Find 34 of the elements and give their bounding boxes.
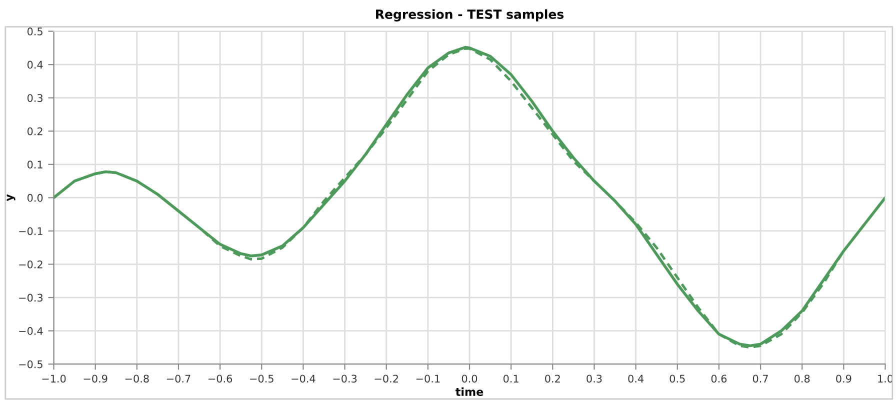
y-tick-label: −0.1	[19, 227, 42, 236]
y-tick-label: 0.5	[27, 28, 42, 36]
x-tick-label: 0.1	[503, 374, 518, 383]
x-tick-label: 0.3	[586, 374, 602, 383]
x-tick-label: −1.0	[42, 374, 66, 383]
x-tick-label: 0.7	[752, 374, 768, 383]
y-tick-label: −0.5	[19, 360, 42, 368]
x-tick-label: −0.5	[250, 374, 274, 383]
x-tick-label: 0.6	[711, 374, 727, 383]
x-tick-label: −0.2	[374, 374, 398, 383]
x-tick-label: 0.8	[794, 374, 810, 383]
x-tick-label: 0.5	[670, 374, 685, 383]
x-tick-label: −0.9	[84, 374, 108, 383]
y-tick-label: 0.2	[27, 127, 42, 136]
x-axis-title: time	[456, 387, 484, 396]
x-tick-label: −0.8	[125, 374, 149, 383]
x-tick-label: −0.4	[292, 374, 316, 383]
y-tick-label: −0.3	[19, 294, 43, 302]
x-tick-label: −0.3	[333, 374, 357, 383]
y-axis-title: y	[6, 194, 16, 202]
y-tick-label: 0.0	[27, 194, 43, 202]
x-tick-label: 0.2	[545, 374, 560, 383]
y-tick-label: 0.4	[27, 60, 43, 69]
x-tick-label: 0.4	[628, 374, 644, 383]
x-tick-label: −0.6	[208, 374, 232, 383]
y-tick-label: 0.1	[27, 160, 42, 169]
x-tick-label: −0.1	[416, 374, 440, 383]
x-tick-label: 0.0	[462, 374, 478, 383]
x-tick-label: 0.9	[836, 374, 852, 383]
y-tick-label: −0.4	[19, 327, 43, 335]
x-tick-label: −0.7	[166, 374, 190, 383]
y-tick-label: 0.3	[27, 94, 43, 102]
chart-title: Regression - TEST samples	[376, 9, 564, 22]
y-tick-label: −0.2	[19, 260, 42, 268]
